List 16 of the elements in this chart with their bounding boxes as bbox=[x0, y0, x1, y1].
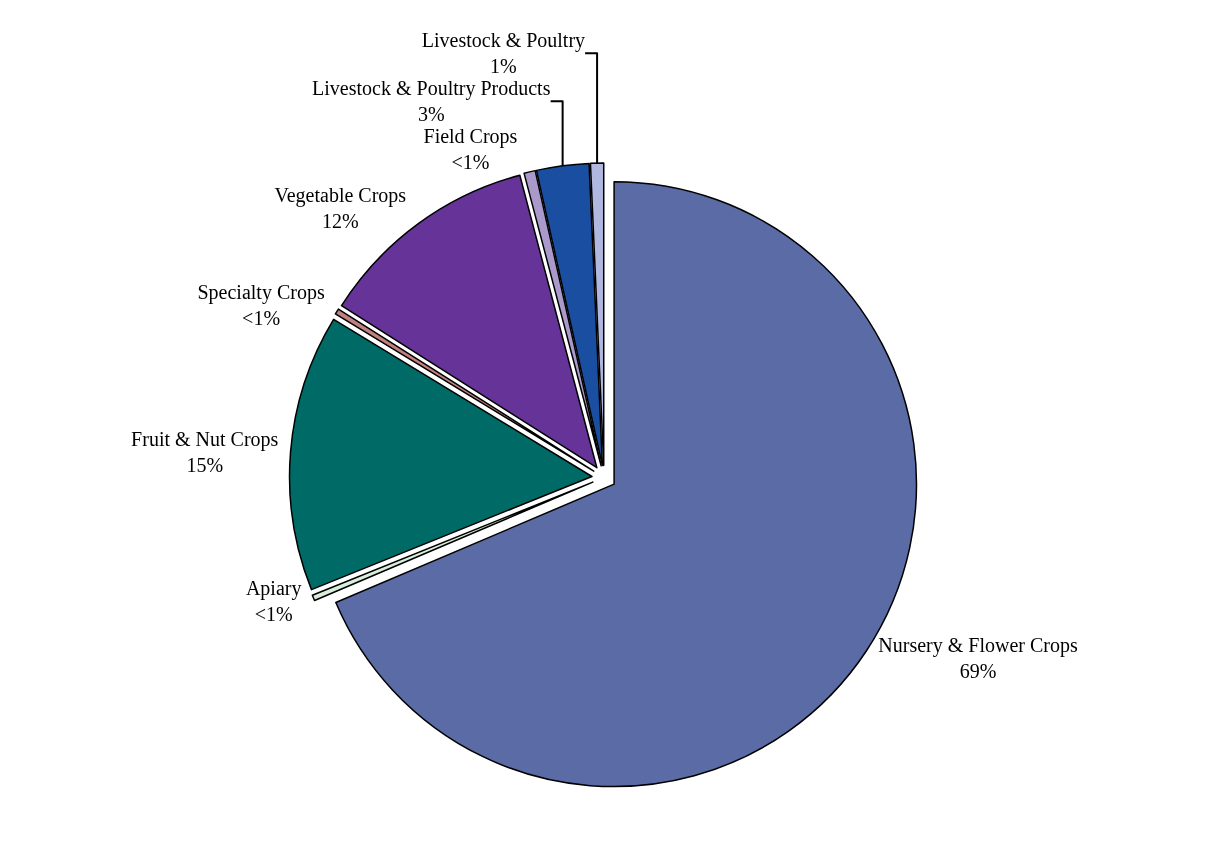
data-label: 1% bbox=[490, 55, 517, 78]
data-label: 69% bbox=[959, 660, 997, 683]
slice-label: Livestock & Poultry bbox=[421, 29, 586, 53]
data-label: 3% bbox=[417, 103, 445, 126]
slice-label: Nursery & Flower Crops bbox=[878, 634, 1078, 658]
slice-label: Fruit & Nut Crops bbox=[131, 427, 279, 451]
slice-label: Field Crops bbox=[423, 125, 518, 149]
data-label: <1% bbox=[254, 603, 293, 626]
slice-label: Apiary bbox=[245, 577, 302, 601]
data-label: <1% bbox=[242, 306, 281, 329]
slice-label: Vegetable Crops bbox=[274, 184, 407, 208]
data-label: <1% bbox=[451, 151, 490, 174]
data-label: 15% bbox=[186, 453, 224, 476]
slice-label: Livestock & Poultry Products bbox=[312, 77, 551, 101]
data-label: 12% bbox=[321, 210, 359, 233]
slice-label: Specialty Crops bbox=[197, 280, 325, 304]
